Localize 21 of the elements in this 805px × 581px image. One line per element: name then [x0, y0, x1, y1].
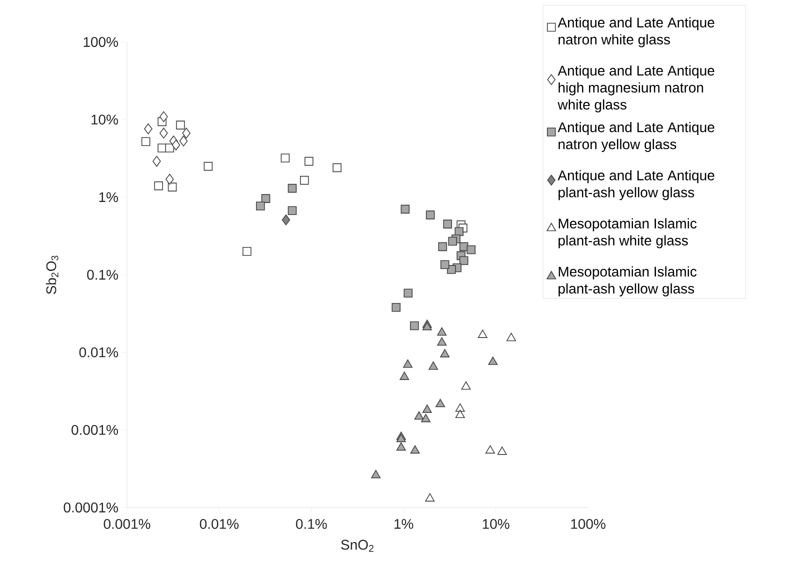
- x-axis-title: SnO$_{2}$: [341, 540, 374, 552]
- x-tick-label: 0.1%: [296, 518, 327, 529]
- x-tick-label: 0.001%: [104, 518, 150, 529]
- y-tick-label: 0.01%: [79, 347, 118, 358]
- y-tick-label: 0.001%: [72, 424, 118, 435]
- y-tick-label: 100%: [84, 37, 118, 47]
- x-tick-label: 100%: [571, 518, 606, 529]
- legend-label: Mesopotamian Islamic plant-ash yellow glass: [558, 266, 697, 296]
- legend-label: Mesopotamian Islamic plant-ash white glass: [558, 218, 697, 248]
- legend-label: Antique and Late Antique plant-ash yellow glass: [558, 170, 714, 200]
- x-tick-label: 10%: [482, 518, 510, 529]
- x-tick-label: 0.01%: [200, 518, 239, 529]
- legend-label: Antique and Late Antique natron white glass: [558, 17, 714, 48]
- y-axis-title: Sb$_{2}$O$_{3}$: [46, 256, 58, 294]
- legend-label: Antique and Late Antique high magnesium natron white glass: [558, 65, 714, 112]
- y-tick-label: 1%: [99, 192, 118, 202]
- legend-label: Antique and Late Antique natron yellow glass: [558, 122, 714, 152]
- x-tick-label: 1%: [394, 518, 414, 529]
- y-tick-label: 10%: [92, 114, 118, 125]
- y-tick-label: 0.0001%: [64, 502, 118, 512]
- y-tick-label: 0.1%: [87, 270, 118, 280]
